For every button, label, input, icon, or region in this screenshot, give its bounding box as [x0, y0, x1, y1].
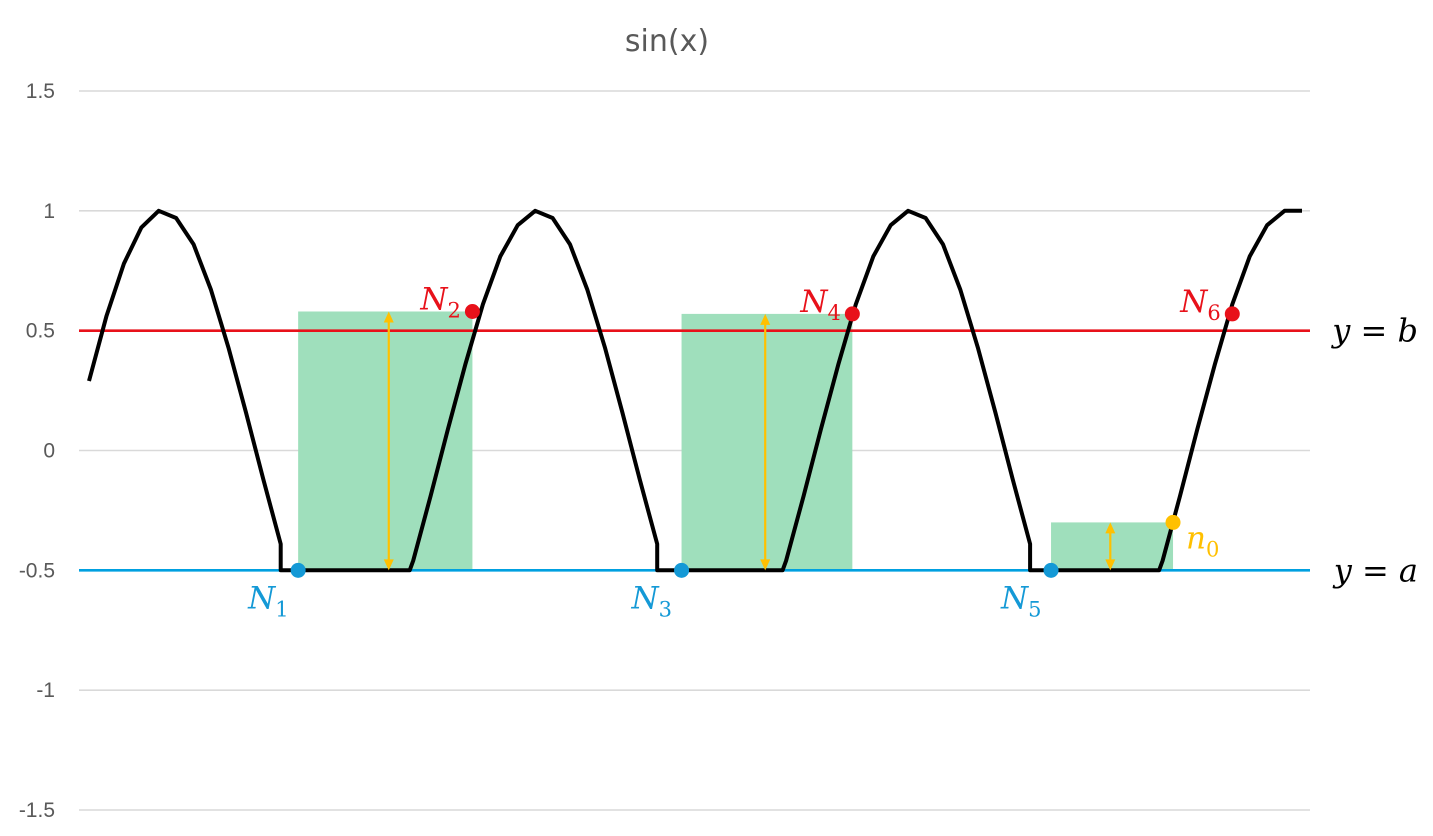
point-marker: [1224, 306, 1240, 322]
point-marker: [1165, 514, 1181, 530]
point-label: n0: [1186, 520, 1219, 561]
double-arrow: [760, 313, 771, 571]
sin-series-line: [87, 208, 1302, 573]
point-marker: [1043, 562, 1059, 578]
point-marker: [290, 562, 306, 578]
y-tick-label: 1.5: [26, 80, 55, 103]
point-label: N2: [419, 281, 461, 322]
double-arrows: [383, 311, 1116, 571]
double-arrow: [383, 311, 394, 571]
y-tick-label: 0: [43, 440, 55, 463]
reference-line-label: y = b: [1330, 312, 1418, 350]
y-tick-label: -0.5: [19, 559, 55, 582]
reference-line-labels: y = b y = a: [1330, 312, 1418, 590]
y-tick-label: -1.5: [19, 799, 55, 822]
reference-line-label: y = a: [1332, 551, 1418, 589]
point-label: N1: [247, 580, 289, 621]
point-marker: [464, 303, 480, 319]
shaded-regions: [298, 311, 1174, 571]
y-tick-label: -1: [36, 679, 55, 702]
chart-title: sin(x): [625, 24, 709, 59]
double-arrow: [1105, 522, 1116, 571]
point-marker: [674, 562, 690, 578]
shaded-region: [681, 313, 853, 571]
curves: [87, 208, 1302, 573]
point-label: N5: [1000, 580, 1041, 621]
y-tick-label: 1: [43, 200, 55, 223]
point-label: N3: [631, 580, 673, 621]
y-axis-ticks: 1.5 1 0.5 0 -0.5 -1 -1.5: [19, 80, 55, 822]
y-tick-label: 0.5: [26, 320, 55, 343]
point-marker: [844, 306, 860, 322]
point-label: N6: [1179, 284, 1221, 325]
point-label: N4: [799, 284, 841, 325]
marked-points: N1 N2 N3 N4 N5 N6 n0: [247, 281, 1240, 621]
